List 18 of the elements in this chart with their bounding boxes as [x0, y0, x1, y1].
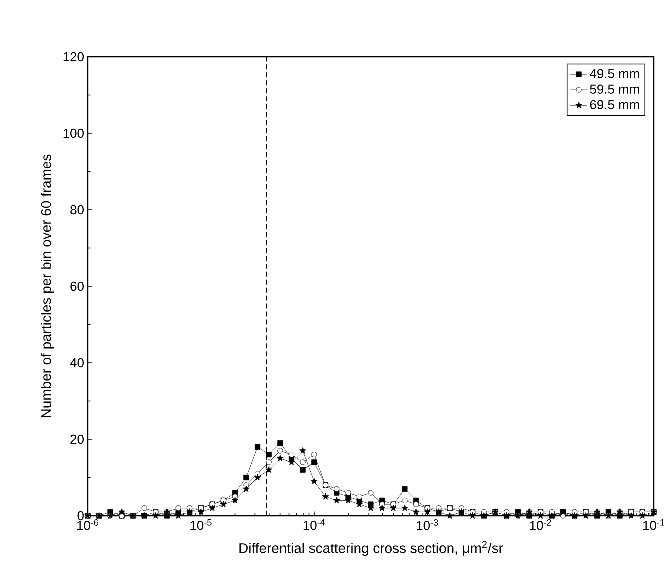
- x-tick-label: 10$^{-4}$: [304, 520, 326, 530]
- y-tick-label: 40: [70, 358, 84, 368]
- y-tick-label: 20: [70, 434, 84, 444]
- legend-label: 49.5 mm: [590, 69, 640, 78]
- y-tick-label: 80: [70, 205, 84, 215]
- x-axis-title: Differential scattering cross section, μm$^{2}$/sr: [240, 541, 504, 556]
- y-tick-label: 120: [64, 52, 84, 62]
- y-tick-label: 0: [78, 511, 84, 521]
- x-tick-label: 10$^{-1}$: [644, 520, 665, 530]
- x-tick-label: 10$^{-5}$: [190, 520, 212, 530]
- x-tick-label: 10$^{-6}$: [77, 520, 99, 530]
- legend-label: 59.5 mm: [590, 84, 640, 94]
- legend-label: 69.5 mm: [590, 100, 640, 110]
- x-tick-label: 10$^{-2}$: [530, 520, 552, 530]
- y-tick-label: 100: [64, 128, 84, 138]
- y-tick-label: 60: [70, 282, 84, 292]
- x-tick-label: 10$^{-3}$: [417, 520, 438, 530]
- y-axis-title: Number of particles per bin over 60 frames: [41, 154, 54, 418]
